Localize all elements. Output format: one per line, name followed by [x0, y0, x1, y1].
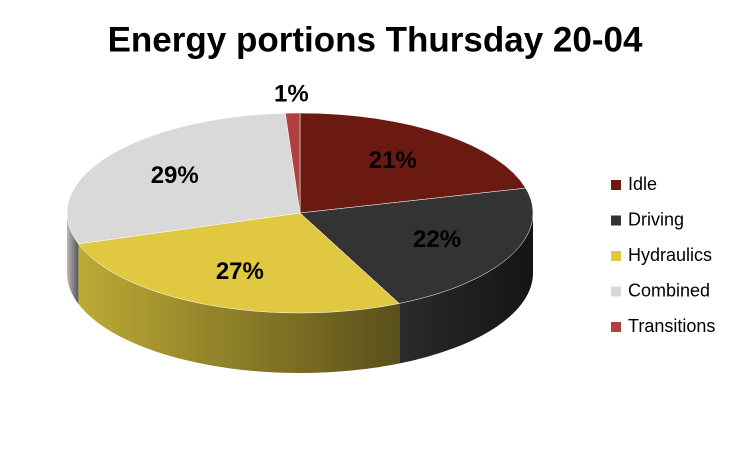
data-label: 22% [413, 226, 461, 253]
legend-swatch [611, 180, 621, 190]
slice [299, 187, 534, 304]
slice-side [399, 213, 533, 364]
slice [299, 112, 527, 214]
legend-label: Hydraulics [628, 245, 712, 265]
data-label: 27% [216, 258, 264, 285]
slices [66, 112, 534, 314]
legend-swatch [611, 322, 621, 332]
data-label: 29% [151, 162, 199, 189]
legend-label: Combined [628, 280, 710, 300]
slice [285, 112, 301, 214]
slice [66, 112, 301, 245]
slice-side [78, 243, 400, 374]
legend-swatch [611, 215, 621, 226]
side-walls [67, 213, 533, 374]
legend-label: Driving [628, 209, 684, 229]
legend-swatch [611, 251, 621, 261]
legend-label: Idle [628, 174, 657, 194]
legend-swatch [611, 286, 621, 297]
legend-label: Transitions [628, 316, 715, 336]
legend: Idle Driving Hydraulics Combined Transitions [611, 174, 715, 336]
slice [77, 212, 400, 314]
chart-title: Energy portions Thursday 20-04 [108, 20, 643, 59]
data-label: 1% [274, 80, 309, 107]
data-label: 21% [369, 147, 417, 174]
slice-side [67, 213, 79, 304]
